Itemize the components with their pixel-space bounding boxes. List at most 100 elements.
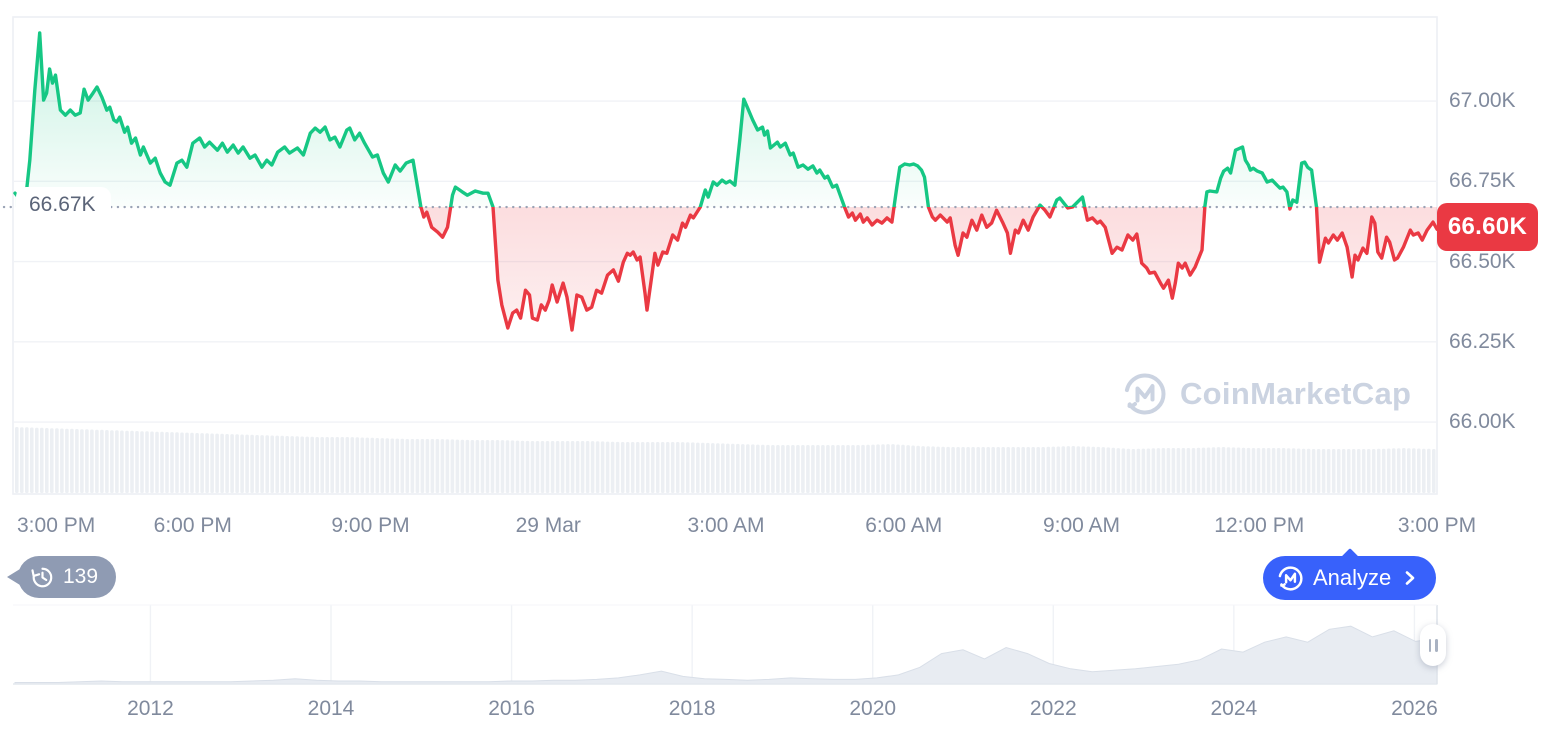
volume-bar	[1301, 448, 1306, 493]
volume-bar	[1216, 447, 1221, 493]
volume-bar	[310, 436, 314, 493]
volume-bar	[80, 429, 84, 493]
volume-bar	[475, 440, 480, 493]
volume-bar	[1281, 448, 1286, 493]
volume-bar	[160, 431, 164, 493]
volume-bar	[535, 441, 540, 493]
volume-bar	[490, 440, 495, 493]
navigator-resize-handle[interactable]	[1420, 624, 1446, 666]
volume-bar	[665, 442, 670, 493]
volume-bar	[696, 442, 700, 493]
volume-bar	[1231, 447, 1236, 493]
volume-bar	[510, 440, 515, 493]
volume-bar	[365, 437, 370, 493]
volume-bar	[555, 441, 560, 493]
volume-bar	[1361, 449, 1366, 493]
volume-bar	[706, 442, 710, 493]
volume-bar	[1206, 447, 1211, 493]
volume-bar	[921, 446, 925, 493]
volume-bar	[1011, 447, 1015, 493]
volume-bar	[350, 437, 355, 493]
volume-bar	[1111, 447, 1116, 493]
volume-bar	[595, 441, 600, 493]
chart-border	[12, 16, 1438, 495]
volume-bar	[340, 437, 345, 493]
volume-bar	[826, 445, 830, 493]
volume-bar	[100, 429, 104, 493]
volume-bar	[425, 439, 430, 493]
volume-bar	[320, 437, 324, 493]
volume-bar	[20, 427, 24, 493]
volume-bar	[410, 439, 415, 493]
volume-bar	[1271, 448, 1276, 493]
volume-bar	[746, 444, 750, 493]
volume-bar	[390, 438, 395, 493]
volume-bar	[1326, 449, 1331, 493]
volume-bar	[370, 437, 375, 493]
volume-bar	[1031, 447, 1035, 493]
volume-bar	[245, 434, 249, 493]
volume-bar	[660, 442, 665, 493]
chevron-right-icon	[1405, 571, 1415, 585]
volume-bar	[335, 437, 340, 493]
volume-bar	[1096, 446, 1101, 493]
volume-bar	[25, 427, 29, 493]
volume-bar	[991, 447, 995, 493]
volume-bar	[35, 427, 39, 493]
volume-bar	[946, 446, 950, 493]
volume-bar	[590, 441, 595, 493]
coinmarketcap-logo-icon	[1278, 565, 1303, 591]
volume-bar	[841, 445, 845, 493]
volume-bar	[215, 433, 219, 493]
volume-bar	[986, 447, 990, 493]
year-axis-label: 2012	[127, 697, 174, 720]
volume-bar	[240, 434, 244, 493]
volume-bar	[1186, 448, 1191, 493]
volume-bar	[1061, 446, 1066, 493]
volume-bar	[675, 442, 680, 493]
price-area-fill	[15, 33, 1437, 330]
price-chart[interactable]: CoinMarketCap 66.67K 66.60K 67.00K 66.75K…	[0, 0, 1566, 500]
volume-bar	[195, 433, 199, 493]
x-axis-label: 6:00 PM	[153, 514, 232, 537]
timeline-navigator[interactable]	[0, 600, 1566, 732]
year-axis-label: 2018	[668, 697, 716, 720]
volume-bar	[1381, 448, 1386, 493]
volume-bar	[1391, 448, 1396, 493]
volume-bar	[1131, 449, 1136, 493]
price-chart-svg[interactable]	[0, 0, 1566, 500]
volume-bar	[1106, 447, 1111, 493]
volume-bar	[1136, 448, 1141, 493]
volume-bar	[771, 445, 775, 493]
volume-bar	[395, 438, 400, 493]
area-below-baseline	[420, 207, 1437, 330]
analyze-button[interactable]: Analyze	[1263, 548, 1437, 600]
volume-bar	[185, 432, 189, 493]
volume-bar	[996, 447, 1000, 493]
volume-bar	[585, 441, 590, 493]
volume-bar	[1286, 448, 1291, 493]
volume-bar	[846, 445, 850, 493]
volume-bar	[786, 445, 790, 493]
volume-bar	[851, 445, 855, 493]
volume-bar	[1351, 449, 1356, 493]
volume-bar	[1191, 448, 1196, 493]
volume-bar	[305, 436, 309, 493]
year-axis-label: 2020	[849, 697, 897, 720]
volume-bar	[831, 445, 835, 493]
volume-bar	[650, 442, 655, 493]
volume-bar	[756, 444, 760, 493]
volume-bar	[1006, 447, 1010, 493]
volume-bar	[971, 447, 975, 493]
volume-bar	[1266, 448, 1271, 493]
volume-bar	[420, 439, 425, 493]
volume-bar	[495, 440, 500, 493]
volume-bar	[480, 440, 485, 493]
volume-bar	[260, 435, 264, 493]
x-axis-label: 3:00 PM	[1397, 514, 1477, 537]
volume-bar	[871, 444, 875, 493]
analysis-history-badge[interactable]: 139	[7, 556, 117, 598]
year-axis-label: 2016	[488, 697, 535, 720]
volume-bar	[60, 428, 64, 493]
